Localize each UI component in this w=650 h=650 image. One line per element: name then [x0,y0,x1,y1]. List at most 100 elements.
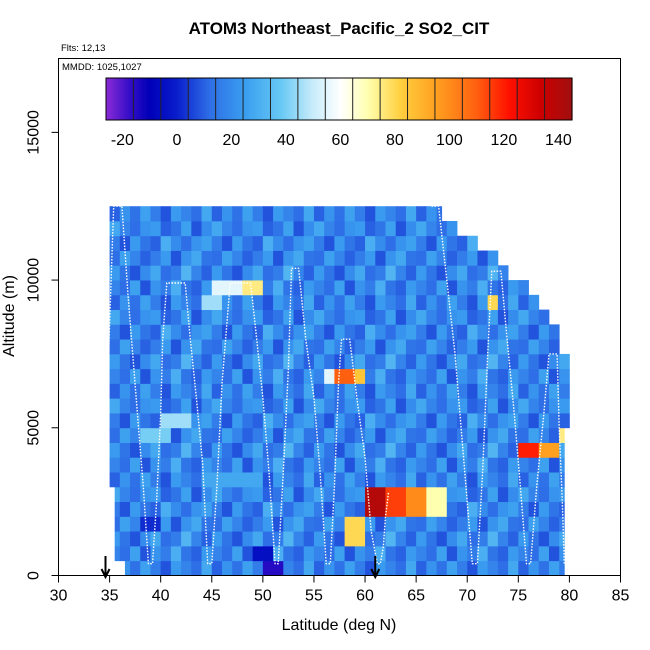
heatmap-cell [446,472,458,488]
heatmap-cell [395,560,407,576]
colorbar-segment [197,78,200,120]
colorbar-segment [397,78,400,120]
heatmap-cell [354,457,366,473]
colorbar-segment [408,78,412,120]
heatmap-cell [170,353,182,370]
colorbar-segment [360,78,363,120]
colorbar-segment [447,78,451,120]
heatmap-cell [354,501,366,517]
heatmap-cell [477,486,489,503]
heatmap-cell [109,250,121,266]
heatmap-cell [518,280,529,296]
heatmap-cell [477,413,489,429]
heatmap-cell [191,516,202,532]
heatmap-cell [170,309,182,325]
heatmap-cell [467,353,478,370]
y-tick-label: 0 [26,571,43,580]
heatmap-cell [436,206,443,222]
heatmap-cell [436,457,448,473]
heatmap-cell [191,531,202,547]
heatmap-cell [211,531,223,547]
heatmap-cell [313,560,325,576]
heatmap-cell [559,457,565,473]
heatmap-cell [232,442,243,458]
colorbar-segment [509,78,513,120]
colorbar-tick-label: 120 [491,132,518,149]
heatmap-cell [416,294,427,311]
heatmap-cell [436,294,448,311]
heatmap-cell [405,339,417,355]
heatmap-cell [405,398,417,414]
heatmap-cell [457,398,468,414]
heatmap-cell [457,501,468,517]
flight-track [106,205,390,565]
x-axis: 30 35 40 45 50 55 60 65 70 75 80 85 [50,575,630,605]
heatmap-cell [140,501,151,517]
colorbar-segment [179,78,183,120]
heatmap-cell [457,250,468,266]
heatmap-cell [313,545,325,562]
heatmap-cell [273,220,284,237]
heatmap-cell [416,516,427,532]
heatmap-cell [324,324,335,340]
heatmap-cell [436,472,448,488]
heatmap-cell [344,545,356,562]
colorbar-segment [205,78,208,120]
heatmap-cell [324,294,335,311]
heatmap-cell [181,265,192,281]
heatmap-cell [365,235,376,251]
heatmap-cell [262,501,274,517]
heatmap-cell [303,339,315,355]
heatmap-cell [548,442,560,458]
heatmap-cell [283,560,294,576]
heatmap-cell [150,531,162,547]
heatmap-cell [405,427,417,443]
heatmap-cells [109,206,570,576]
heatmap-cell [416,457,427,473]
heatmap-cell [201,294,213,311]
colorbar-segment [195,78,198,120]
heatmap-cell [170,472,182,488]
heatmap-cell [334,472,346,488]
colorbar-segment [173,78,177,120]
heatmap-cell [497,265,509,281]
heatmap-cell [405,560,417,576]
heatmap-cell [313,501,325,517]
heatmap-cell [221,472,233,488]
heatmap-cell [150,220,162,237]
colorbar-segment [313,78,317,120]
colorbar-segment [276,78,280,120]
x-tick-label: 55 [305,588,323,605]
colorbar-segment [517,78,521,120]
heatmap-cell [457,324,468,340]
heatmap-cell [211,265,223,281]
heatmap-cell [344,309,356,325]
heatmap-cell [160,309,172,325]
heatmap-cell [252,413,264,429]
heatmap-cell [467,501,478,517]
heatmap-cell [426,472,437,488]
colorbar-segment [185,78,189,120]
heatmap-cell [160,457,172,473]
heatmap-cell [477,501,489,517]
colorbar-segment [568,78,571,120]
colorbar-segment [183,78,187,120]
colorbar-segment [327,78,330,120]
heatmap-cell [232,265,243,281]
x-tick-label: 70 [458,588,476,605]
heatmap-cell [518,501,529,517]
heatmap-cell [548,501,560,517]
colorbar-segment [311,78,315,120]
heatmap-cell [303,398,315,414]
heatmap-cell [508,486,519,503]
heatmap-cell [262,206,274,222]
heatmap-cell [365,486,376,503]
heatmap-cell [559,442,565,458]
heatmap-cell [324,398,335,414]
heatmap-cell [385,265,397,281]
colorbar-segment [238,78,241,120]
heatmap-cell [283,368,294,384]
heatmap-cell [140,442,151,458]
heatmap-cell [252,265,264,281]
heatmap-cell [119,545,131,562]
